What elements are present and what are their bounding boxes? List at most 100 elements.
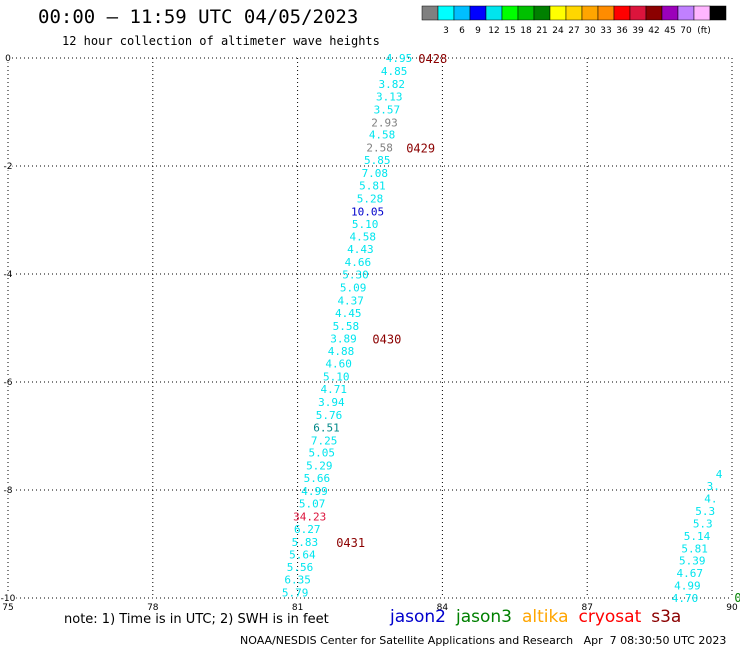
x-tick-label: 81 [292,603,303,613]
y-tick-label: 0 [5,54,11,64]
wave-height-label: 4.95 [386,52,413,65]
wave-height-label: 5.81 [681,542,708,555]
color-scale-label: 3 [443,26,449,36]
color-swatch [709,5,727,21]
wave-height-label: 5.76 [316,409,343,422]
wave-height-label: 2.58 [366,142,393,155]
wave-height-label: 3.94 [318,396,345,409]
y-tick-label: -2 [4,162,13,172]
color-scale-label: 21 [536,26,547,36]
wave-height-label: 4.60 [325,358,352,371]
wave-height-label: 4 [716,468,723,481]
wave-height-label: 4.45 [335,307,362,320]
wave-height-label: 5.3 [695,505,715,518]
wave-height-label: 5.05 [308,447,335,460]
satellite-name-altika: altika [522,607,569,627]
wave-height-label: 5.28 [357,192,384,205]
wave-height-label: 4.43 [347,243,374,256]
wave-height-label: 5.10 [323,371,350,384]
x-tick-label: 75 [2,603,13,613]
color-scale-label: 12 [488,26,499,36]
x-tick-label: 90 [726,603,738,613]
wave-height-label: 4.85 [381,65,408,78]
wave-height-label: 6.35 [284,574,311,587]
wave-height-label: 3.13 [376,90,403,103]
wave-height-label: 4.37 [337,294,364,307]
color-scale-label: 24 [552,26,564,36]
wave-height-label: 5.07 [299,498,326,511]
wave-height-label: 10.05 [351,205,384,218]
wave-height-label: 4.99 [301,485,328,498]
wave-height-label: 4.70 [672,592,699,605]
y-tick-label: -4 [4,270,13,280]
pass-time-label: 0431 [336,536,365,550]
wave-height-label: 3. [707,480,720,493]
wave-height-label: 5.85 [364,154,391,167]
wave-height-label: 5.14 [684,530,711,543]
wave-height-label: 6.27 [294,523,321,536]
satellite-legend: jason2 jason3 altika cryosat s3a [390,607,691,627]
wave-height-label: 7.25 [311,434,338,447]
color-scale-label: 6 [459,26,465,36]
pass-time-label: 0428 [418,52,447,66]
wave-height-label: 5.30 [342,269,369,282]
color-scale-label: 15 [504,26,515,36]
wave-height-label: 3.89 [330,332,357,345]
wave-height-label: 5.64 [289,548,316,561]
wave-height-label: 5.81 [359,179,386,192]
wave-height-label: 4.88 [328,345,355,358]
satellite-name-cryosat: cryosat [578,607,642,627]
pass-time-label: 0 [734,591,740,605]
wave-height-label: 5.3 [693,517,713,530]
wave-height-label: 3.82 [378,78,405,91]
color-scale-label: 9 [475,26,481,36]
satellite-name-jason2: jason2 [390,607,446,627]
color-scale-unit: (ft) [697,26,711,36]
wave-height-label: 4.71 [321,383,348,396]
wave-height-label: 34.23 [293,510,326,523]
credit-line: NOAA/NESDIS Center for Satellite Applica… [240,634,727,647]
wave-height-label: 5.66 [304,472,331,485]
wave-height-label: 4.99 [674,580,701,593]
y-tick-label: -10 [1,594,16,604]
pass-time-label: 0430 [372,332,401,346]
color-scale-label: 27 [568,26,579,36]
color-scale-legend: 3 6 9 12 15 18 21 24 27 30 33 36 39 42 45 70 (ft) [421,5,727,36]
wave-height-label: 4.66 [345,256,372,269]
wave-height-label: 5.58 [333,320,360,333]
y-tick-label: -8 [4,486,13,496]
wave-height-label: 5.83 [292,536,319,549]
color-scale-label: 45 [664,26,675,36]
wave-height-label: 5.79 [282,587,309,600]
color-scale-label: 42 [648,26,659,36]
x-tick-label: 87 [581,603,592,613]
wave-height-label: 3.57 [374,103,401,116]
wave-height-label: 4.67 [677,567,704,580]
wave-height-label: 5.39 [679,555,706,568]
wave-height-label: 4.58 [369,129,396,142]
wave-height-label: 4. [704,493,717,506]
satellite-name-s3a: s3a [651,607,682,627]
wave-height-label: 2.93 [371,116,398,129]
footer-note: note: 1) Time is in UTC; 2) SWH is in fe… [64,612,329,627]
color-scale-label: 36 [616,26,628,36]
wave-height-label: 6.51 [313,421,340,434]
color-scale-label: 30 [584,26,596,36]
satellite-name-jason3: jason3 [456,607,512,627]
chart-subtitle: 12 hour collection of altimeter wave hei… [62,34,380,48]
x-tick-label: 78 [147,603,159,613]
wave-height-label: 5.10 [352,218,379,231]
wave-height-label: 4.58 [350,231,377,244]
color-scale-label: 33 [600,26,611,36]
wave-height-label: 5.29 [306,460,333,473]
pass-time-label: 0429 [406,142,435,156]
wave-height-label: 5.56 [287,561,314,574]
x-tick-label: 84 [437,603,449,613]
color-scale-label: 70 [680,26,692,36]
wave-height-label: 5.09 [340,282,367,295]
y-tick-label: -6 [4,378,13,388]
color-scale-label: 18 [520,26,532,36]
color-scale-label: 39 [632,26,644,36]
wave-height-label: 7.08 [362,167,389,180]
